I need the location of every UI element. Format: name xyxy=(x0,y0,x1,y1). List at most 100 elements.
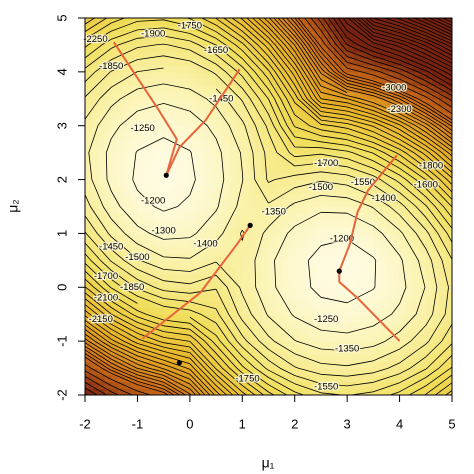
heat-fill xyxy=(163,71,171,80)
heat-fill xyxy=(209,78,217,86)
heat-fill xyxy=(425,132,433,140)
heat-cell xyxy=(373,260,401,288)
heat-cell xyxy=(268,125,296,154)
heat-fill xyxy=(157,341,165,349)
heat-fill xyxy=(85,186,93,194)
heat-fill xyxy=(261,341,270,349)
heat-fill xyxy=(366,294,374,302)
heat-fill xyxy=(268,246,276,255)
heat-fill xyxy=(320,287,329,295)
heat-fill xyxy=(143,71,152,80)
heat-fill xyxy=(268,334,276,342)
heat-fill xyxy=(261,246,270,255)
heat-fill xyxy=(294,219,302,228)
heat-fill xyxy=(189,44,198,53)
heat-fill xyxy=(366,179,374,187)
heat-fill xyxy=(445,260,452,268)
heat-fill xyxy=(189,219,198,228)
heat-fill xyxy=(98,206,106,214)
heat-fill xyxy=(91,118,99,127)
heat-fill xyxy=(176,78,184,86)
heat-fill xyxy=(170,112,178,120)
heat-fill xyxy=(98,105,106,113)
heat-fill xyxy=(320,334,329,342)
heat-fill xyxy=(170,118,178,127)
heat-fill xyxy=(281,300,289,309)
heat-fill xyxy=(386,381,394,389)
contour-label: -2300 xyxy=(387,104,411,115)
heat-fill xyxy=(406,226,414,235)
heat-fill xyxy=(425,51,433,59)
heat-fill xyxy=(216,199,224,208)
heat-fill xyxy=(261,172,270,181)
heat-fill xyxy=(386,172,394,181)
heat-fill xyxy=(117,105,125,113)
heat-fill xyxy=(170,368,178,376)
heat-fill xyxy=(209,213,217,221)
heat-fill xyxy=(347,139,355,147)
heat-fill xyxy=(242,199,250,208)
heat-fill xyxy=(196,38,204,46)
heat-fill xyxy=(327,98,335,107)
heat-fill xyxy=(353,273,361,282)
heat-fill xyxy=(366,246,374,255)
heat-fill xyxy=(163,341,171,349)
heat-fill xyxy=(353,374,361,383)
heat-fill xyxy=(399,166,407,174)
heat-fill xyxy=(366,58,374,66)
heat-fill xyxy=(255,92,263,100)
heat-fill xyxy=(379,112,388,120)
heat-fill xyxy=(294,166,302,174)
heat-fill xyxy=(419,51,427,59)
heat-fill xyxy=(314,320,322,329)
heat-fill xyxy=(137,273,145,282)
heat-fill xyxy=(183,98,191,107)
heat-fill xyxy=(196,172,204,181)
heat-fill xyxy=(229,166,237,174)
heat-fill xyxy=(393,166,401,174)
heat-fill xyxy=(216,125,224,134)
heat-fill xyxy=(399,85,407,93)
heat-fill xyxy=(406,307,414,315)
heat-fill xyxy=(196,260,204,268)
heat-fill xyxy=(412,347,420,356)
heat-fill xyxy=(432,98,440,107)
heat-fill xyxy=(170,307,178,315)
heat-fill xyxy=(85,71,93,80)
heat-cell xyxy=(373,368,401,395)
heat-fill xyxy=(419,38,427,46)
heat-fill xyxy=(320,139,329,147)
heat-cell xyxy=(85,152,112,181)
heat-fill xyxy=(340,44,348,53)
heat-fill xyxy=(91,300,99,309)
heat-fill xyxy=(438,341,447,349)
heat-fill xyxy=(183,361,191,369)
heat-fill xyxy=(124,92,132,100)
heat-fill xyxy=(281,341,289,349)
heat-fill xyxy=(104,287,112,295)
heat-fill xyxy=(320,260,329,268)
heat-fill xyxy=(235,38,243,46)
heat-fill xyxy=(268,314,276,322)
heat-fill xyxy=(248,213,256,221)
heat-fill xyxy=(406,18,414,26)
heat-fill xyxy=(117,213,125,221)
heat-fill xyxy=(412,44,420,53)
heat-fill xyxy=(91,85,99,93)
heat-fill xyxy=(379,307,388,315)
heat-fill xyxy=(98,132,106,140)
heat-fill xyxy=(202,51,211,59)
heat-cell xyxy=(189,260,217,288)
heat-fill xyxy=(248,193,256,201)
heat-fill xyxy=(432,24,440,33)
heat-fill xyxy=(406,58,414,66)
heat-fill xyxy=(432,18,440,26)
heat-fill xyxy=(294,78,302,86)
heat-fill xyxy=(85,246,93,255)
heat-fill xyxy=(406,368,414,376)
heat-fill xyxy=(386,246,394,255)
heat-fill xyxy=(412,213,420,221)
heat-fill xyxy=(111,58,119,66)
heat-fill xyxy=(104,44,112,53)
heat-fill xyxy=(104,374,112,383)
